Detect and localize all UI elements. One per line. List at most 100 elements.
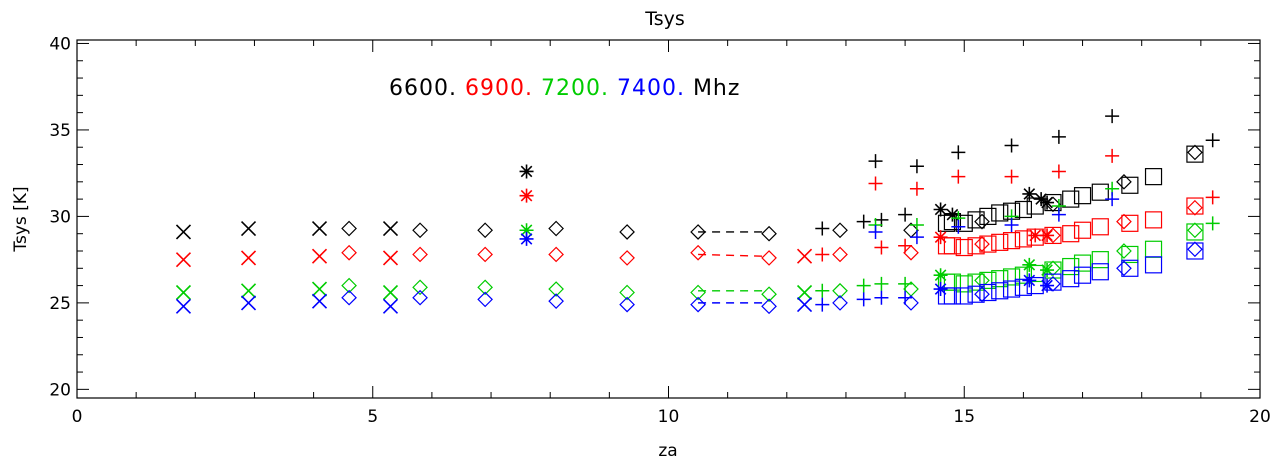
x-marker-stroke bbox=[796, 284, 813, 301]
square-marker bbox=[1144, 168, 1163, 186]
plus-marker bbox=[898, 276, 913, 291]
square-marker bbox=[1073, 266, 1092, 284]
square-marker bbox=[979, 207, 997, 226]
y-tick-label: 40 bbox=[49, 34, 71, 54]
square-marker bbox=[1121, 214, 1139, 232]
y-axis-label: Tsys [K] bbox=[11, 186, 31, 252]
diamond-marker bbox=[690, 284, 706, 301]
square-marker bbox=[1014, 266, 1033, 284]
plus-marker bbox=[1051, 164, 1066, 179]
plus-marker bbox=[1205, 216, 1220, 231]
x-marker bbox=[311, 220, 328, 237]
square-marker bbox=[1062, 190, 1080, 208]
plus-marker bbox=[951, 145, 966, 160]
plus-marker bbox=[898, 290, 913, 305]
diamond-marker bbox=[974, 236, 990, 252]
diamond-marker bbox=[761, 225, 777, 242]
plus-marker bbox=[1205, 133, 1220, 148]
square-marker bbox=[967, 237, 985, 255]
square-marker bbox=[1002, 232, 1021, 250]
y-tick-label: 30 bbox=[49, 207, 71, 227]
legend-entry: 6600. bbox=[389, 76, 465, 101]
diamond-marker bbox=[761, 286, 777, 303]
diamond-marker bbox=[341, 244, 357, 261]
plus-marker bbox=[951, 169, 966, 184]
x-marker bbox=[175, 224, 192, 240]
diamond-marker bbox=[412, 246, 428, 263]
diamond-marker bbox=[548, 281, 564, 297]
x-marker-stroke bbox=[382, 220, 399, 237]
diamond-marker bbox=[832, 295, 848, 311]
x-tick-labels: 0 5 10 15 20 bbox=[72, 407, 1271, 427]
plus-marker bbox=[856, 214, 871, 229]
square-marker bbox=[1091, 218, 1109, 236]
x-tick-label: 15 bbox=[953, 407, 975, 427]
square-marker bbox=[1186, 197, 1204, 215]
diamond-marker bbox=[477, 246, 493, 263]
diamond-marker bbox=[341, 220, 357, 237]
diamond-marker bbox=[412, 279, 428, 296]
plus-marker bbox=[815, 221, 830, 236]
star-marker bbox=[519, 231, 534, 246]
star-marker bbox=[933, 230, 948, 245]
diamond-marker bbox=[832, 246, 848, 263]
x-marker-stroke bbox=[796, 297, 813, 313]
legend-text: 6600. 6900. 7200. 7400. Mhz bbox=[389, 76, 740, 101]
square-marker bbox=[943, 237, 962, 255]
star-marker bbox=[933, 268, 948, 283]
plus-marker bbox=[856, 292, 871, 307]
x-marker bbox=[240, 283, 257, 299]
star-marker bbox=[1022, 186, 1037, 201]
legend-entry: 6900. bbox=[465, 76, 541, 101]
star-marker bbox=[519, 223, 534, 238]
star-marker bbox=[1028, 228, 1043, 243]
x-marker-stroke bbox=[175, 298, 192, 314]
axis-ticks bbox=[76, 40, 1261, 398]
x-marker bbox=[240, 295, 257, 311]
x-marker bbox=[240, 250, 257, 266]
diamond-marker bbox=[477, 279, 493, 296]
plus-marker bbox=[951, 219, 966, 234]
x-marker-stroke bbox=[240, 295, 257, 311]
plus-marker bbox=[868, 224, 883, 239]
square-marker bbox=[1091, 263, 1109, 281]
x-marker bbox=[240, 220, 257, 237]
plus-marker bbox=[874, 290, 889, 305]
square-marker bbox=[1002, 268, 1021, 286]
square-marker bbox=[955, 275, 973, 293]
diamond-marker bbox=[1187, 144, 1203, 161]
diamond-marker bbox=[974, 286, 990, 303]
square-marker bbox=[979, 235, 997, 253]
diamond-marker bbox=[690, 296, 706, 313]
plus-marker bbox=[868, 176, 883, 191]
x-tick-label: 10 bbox=[658, 407, 680, 427]
diamond-marker bbox=[477, 291, 493, 308]
star-marker bbox=[1040, 228, 1055, 243]
x-marker bbox=[311, 248, 328, 264]
x-marker-stroke bbox=[240, 250, 257, 266]
diamond-marker bbox=[412, 222, 428, 239]
y-tick-label: 25 bbox=[49, 294, 71, 314]
plus-marker bbox=[815, 297, 830, 312]
x-marker-stroke bbox=[311, 220, 328, 237]
x-marker bbox=[175, 284, 192, 301]
square-marker bbox=[943, 287, 962, 305]
plus-marker bbox=[909, 230, 924, 245]
square-marker bbox=[991, 270, 1009, 288]
diamond-marker bbox=[761, 250, 777, 266]
x-marker-stroke bbox=[175, 252, 192, 268]
x-marker-stroke bbox=[240, 283, 257, 299]
x-marker-stroke bbox=[796, 248, 813, 264]
x-tick-label: 20 bbox=[1249, 407, 1271, 427]
diamond-marker bbox=[761, 298, 777, 315]
plus-marker bbox=[1004, 138, 1019, 153]
square-marker bbox=[955, 238, 973, 257]
x-tick-label: 5 bbox=[367, 407, 378, 427]
star-marker bbox=[1022, 257, 1037, 272]
plus-marker bbox=[898, 207, 913, 222]
square-marker bbox=[1186, 145, 1204, 163]
diamond-marker bbox=[548, 220, 564, 237]
diamond-marker bbox=[341, 277, 357, 294]
x-marker bbox=[382, 250, 399, 266]
square-marker bbox=[1073, 254, 1092, 272]
